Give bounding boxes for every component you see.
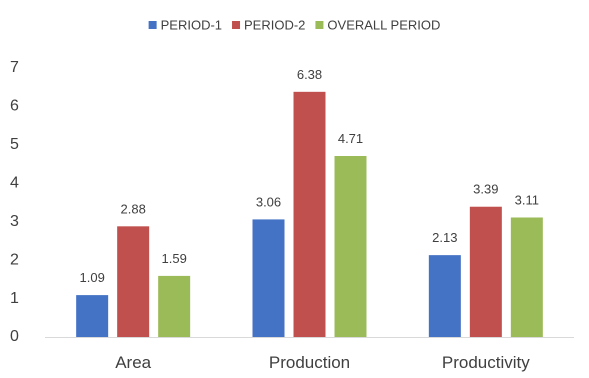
data-label: 3.11 (515, 192, 539, 207)
legend-swatch (148, 21, 157, 29)
y-tick-label: 0 (10, 328, 19, 345)
bar (117, 226, 150, 337)
legend-swatch (315, 21, 324, 29)
data-label: 1.59 (162, 251, 187, 266)
bar (252, 219, 285, 337)
bar (293, 91, 326, 337)
data-label: 4.71 (338, 131, 363, 146)
y-tick-label: 4 (10, 175, 19, 192)
data-label: 2.88 (121, 201, 146, 216)
legend-item: PERIOD-2 (232, 17, 305, 32)
y-tick-label: 1 (10, 290, 19, 307)
y-axis: 0 1 2 3 4 5 6 7 (10, 59, 19, 345)
data-label: 2.13 (432, 230, 457, 245)
data-label: 6.38 (297, 67, 322, 82)
legend-item: OVERALL PERIOD (315, 17, 440, 32)
y-tick-label: 3 (10, 213, 19, 230)
bar (158, 275, 191, 337)
bars (76, 91, 543, 337)
data-label: 3.39 (473, 182, 498, 197)
x-tick-label: Area (115, 353, 151, 372)
bar (334, 156, 367, 337)
y-tick-label: 6 (10, 98, 19, 115)
bar (510, 217, 543, 337)
legend-label: OVERALL PERIOD (327, 17, 440, 32)
y-tick-label: 2 (10, 251, 19, 268)
x-tick-label: Productivity (442, 353, 530, 372)
bar (469, 206, 502, 337)
data-labels: 1.09 2.88 1.59 3.06 6.38 4.71 2.13 3.39 3.11 (80, 67, 539, 285)
y-tick-label: 5 (10, 136, 19, 153)
data-label: 3.06 (256, 194, 281, 209)
bar (76, 295, 109, 337)
x-axis: Area Production Productivity (45, 337, 574, 372)
data-label: 1.09 (80, 270, 105, 285)
legend: PERIOD-1 PERIOD-2 OVERALL PERIOD (148, 17, 440, 32)
legend-label: PERIOD-1 (161, 17, 222, 32)
legend-swatch (232, 21, 241, 29)
bar (428, 255, 461, 337)
legend-item: PERIOD-1 (148, 17, 222, 32)
y-tick-label: 7 (10, 59, 19, 76)
x-tick-label: Production (269, 353, 350, 372)
legend-label: PERIOD-2 (244, 17, 305, 32)
